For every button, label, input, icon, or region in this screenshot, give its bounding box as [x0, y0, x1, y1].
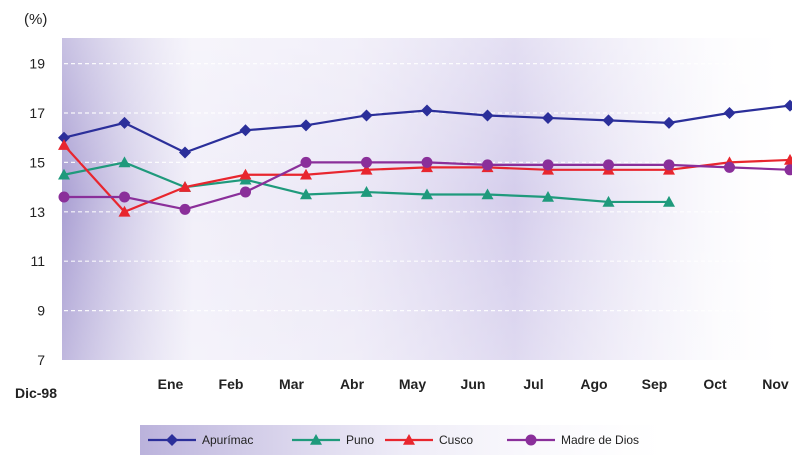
point-marker — [361, 157, 372, 168]
point-marker — [724, 162, 735, 173]
y-tick-label: 7 — [37, 352, 45, 368]
x-tick-label: Dic-98 — [15, 385, 57, 401]
x-tick-label: Jul — [523, 376, 543, 392]
point-marker — [240, 187, 251, 198]
legend-label: Cusco — [439, 433, 473, 447]
point-marker — [482, 159, 493, 170]
point-marker — [301, 157, 312, 168]
x-tick-label: Abr — [340, 376, 365, 392]
y-tick-label: 13 — [29, 204, 45, 220]
x-axis-ticks: Dic-98EneFebMarAbrMayJunJulAgoSepOctNovD… — [15, 376, 792, 401]
x-tick-label: Mar — [279, 376, 304, 392]
y-tick-label: 9 — [37, 303, 45, 319]
y-tick-label: 19 — [29, 56, 45, 72]
y-axis-label: (%) — [24, 11, 47, 28]
point-marker — [603, 159, 614, 170]
point-marker — [59, 191, 70, 202]
x-tick-label: Nov — [762, 376, 789, 392]
y-axis-ticks: 7 9 11 13 15 17 19 — [29, 56, 45, 368]
point-marker — [664, 159, 675, 170]
point-marker — [543, 159, 554, 170]
x-tick-label: Ene — [158, 376, 184, 392]
x-tick-label: Oct — [703, 376, 727, 392]
x-tick-label: Jun — [461, 376, 486, 392]
legend-label: Puno — [346, 433, 374, 447]
point-marker — [119, 191, 130, 202]
legend-label: Apurímac — [202, 433, 253, 447]
x-tick-label: Sep — [642, 376, 668, 392]
x-tick-label: May — [399, 376, 426, 392]
y-tick-label: 17 — [29, 105, 45, 121]
legend-label: Madre de Dios — [561, 433, 639, 447]
x-tick-label: Ago — [580, 376, 607, 392]
y-tick-label: 15 — [29, 154, 45, 170]
x-tick-label: Feb — [219, 376, 244, 392]
point-marker — [180, 204, 191, 215]
point-marker — [526, 435, 537, 446]
point-marker — [422, 157, 433, 168]
y-tick-label: 11 — [30, 253, 45, 269]
